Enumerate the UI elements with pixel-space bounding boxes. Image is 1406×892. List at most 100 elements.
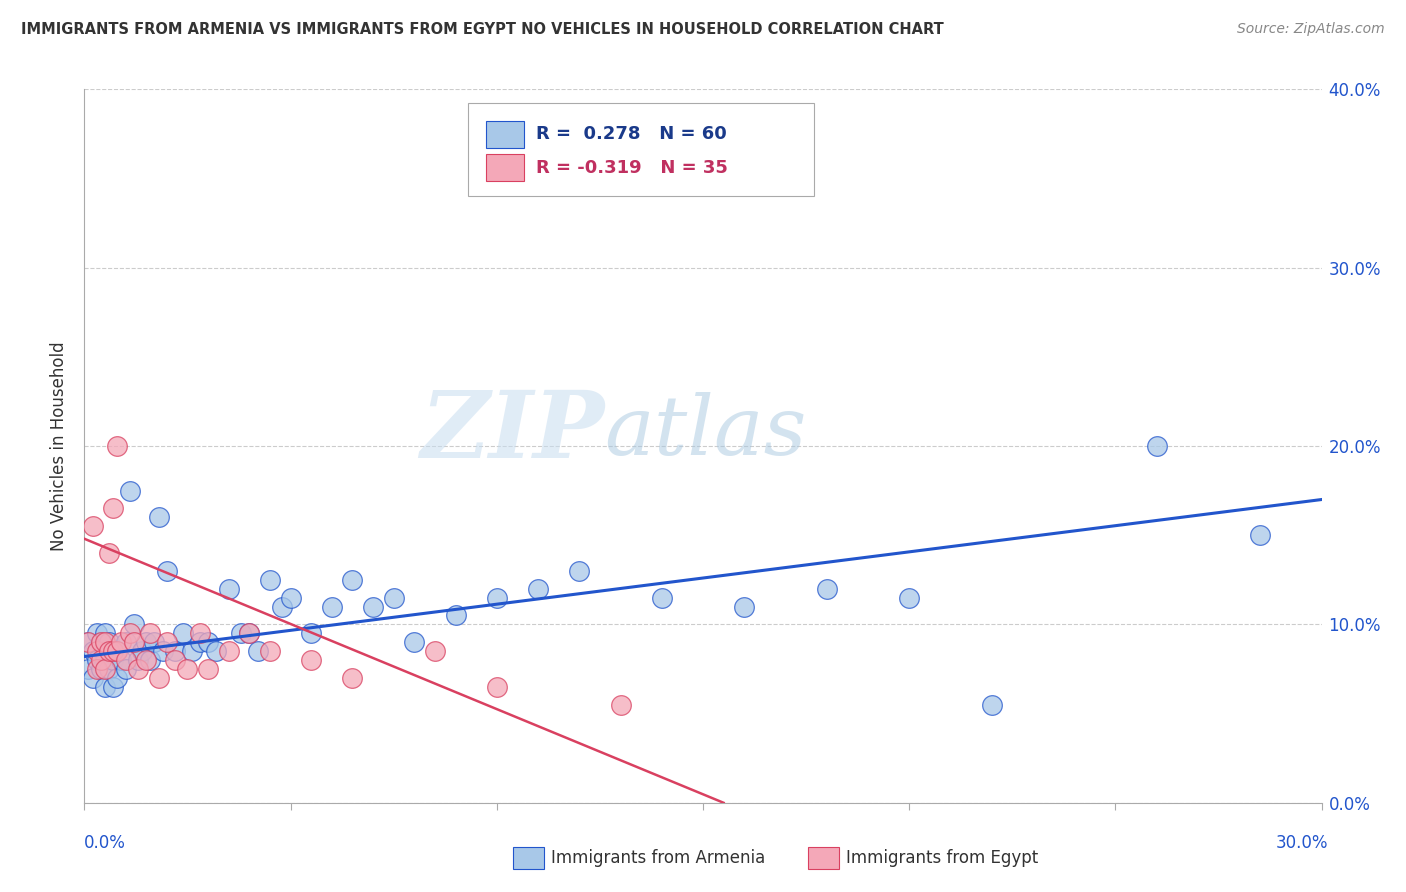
- Point: [86, 626, 108, 640]
- Point: [94, 635, 117, 649]
- Point: [82, 519, 104, 533]
- Point: [342, 671, 364, 685]
- Point: [77, 635, 100, 649]
- Point: [110, 653, 132, 667]
- Point: [148, 510, 170, 524]
- Point: [299, 626, 322, 640]
- Point: [139, 626, 162, 640]
- Text: IMMIGRANTS FROM ARMENIA VS IMMIGRANTS FROM EGYPT NO VEHICLES IN HOUSEHOLD CORREL: IMMIGRANTS FROM ARMENIA VS IMMIGRANTS FR…: [21, 22, 943, 37]
- Point: [90, 662, 112, 676]
- Point: [105, 671, 128, 685]
- Text: ZIP: ZIP: [420, 387, 605, 476]
- Point: [118, 483, 141, 498]
- Point: [1146, 439, 1168, 453]
- Point: [218, 582, 240, 596]
- Text: Immigrants from Armenia: Immigrants from Armenia: [551, 849, 765, 867]
- Point: [423, 644, 446, 658]
- Point: [105, 644, 128, 658]
- Point: [188, 635, 211, 649]
- Point: [156, 635, 179, 649]
- Point: [361, 599, 384, 614]
- Point: [342, 573, 364, 587]
- Text: 30.0%: 30.0%: [1277, 834, 1329, 852]
- Point: [94, 662, 117, 676]
- Point: [259, 573, 281, 587]
- Point: [98, 546, 121, 560]
- Bar: [486, 120, 523, 148]
- Point: [114, 635, 136, 649]
- Point: [1249, 528, 1271, 542]
- Point: [382, 591, 405, 605]
- Point: [131, 644, 153, 658]
- Point: [259, 644, 281, 658]
- Point: [180, 644, 202, 658]
- Point: [238, 626, 260, 640]
- Point: [238, 626, 260, 640]
- Point: [86, 662, 108, 676]
- Point: [82, 671, 104, 685]
- Point: [152, 644, 174, 658]
- Point: [280, 591, 302, 605]
- Point: [172, 626, 194, 640]
- Point: [143, 635, 166, 649]
- Point: [86, 653, 108, 667]
- Point: [139, 653, 162, 667]
- Point: [127, 662, 149, 676]
- Text: 0.0%: 0.0%: [84, 834, 127, 852]
- Point: [98, 635, 121, 649]
- Point: [94, 653, 117, 667]
- Point: [103, 644, 125, 658]
- Point: [156, 564, 179, 578]
- Point: [114, 662, 136, 676]
- Point: [321, 599, 343, 614]
- Point: [299, 653, 322, 667]
- Point: [127, 653, 149, 667]
- Point: [815, 582, 838, 596]
- Point: [197, 635, 219, 649]
- Text: Source: ZipAtlas.com: Source: ZipAtlas.com: [1237, 22, 1385, 37]
- Point: [110, 635, 132, 649]
- Text: R =  0.278   N = 60: R = 0.278 N = 60: [536, 125, 727, 143]
- Point: [568, 564, 591, 578]
- FancyBboxPatch shape: [468, 103, 814, 196]
- Point: [205, 644, 228, 658]
- Point: [404, 635, 426, 649]
- Point: [77, 662, 100, 676]
- Point: [898, 591, 921, 605]
- Point: [609, 698, 631, 712]
- Point: [90, 653, 112, 667]
- Point: [444, 608, 467, 623]
- Point: [103, 680, 125, 694]
- Point: [94, 680, 117, 694]
- Point: [98, 662, 121, 676]
- Point: [122, 617, 145, 632]
- Point: [229, 626, 252, 640]
- Text: atlas: atlas: [605, 392, 807, 472]
- Point: [218, 644, 240, 658]
- Bar: [486, 154, 523, 181]
- Point: [246, 644, 269, 658]
- Point: [103, 653, 125, 667]
- Point: [165, 644, 187, 658]
- Point: [94, 626, 117, 640]
- Text: R = -0.319   N = 35: R = -0.319 N = 35: [536, 159, 728, 177]
- Point: [90, 635, 112, 649]
- Point: [105, 644, 128, 658]
- Point: [527, 582, 550, 596]
- Point: [103, 501, 125, 516]
- Point: [77, 635, 100, 649]
- Point: [114, 653, 136, 667]
- Point: [122, 635, 145, 649]
- Point: [105, 439, 128, 453]
- Point: [135, 653, 157, 667]
- Point: [86, 644, 108, 658]
- Point: [271, 599, 294, 614]
- Point: [135, 635, 157, 649]
- Point: [176, 662, 198, 676]
- Point: [165, 653, 187, 667]
- Point: [485, 591, 508, 605]
- Point: [148, 671, 170, 685]
- Point: [82, 644, 104, 658]
- Point: [980, 698, 1002, 712]
- Point: [90, 635, 112, 649]
